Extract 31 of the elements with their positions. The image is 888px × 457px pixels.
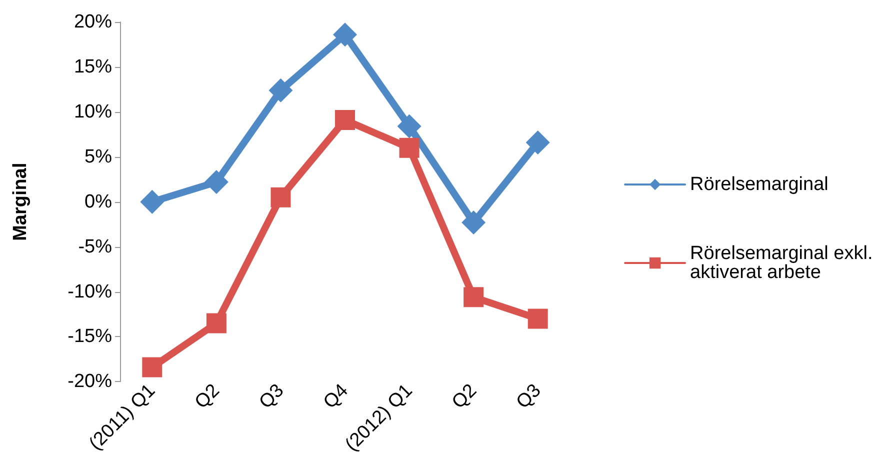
y-tick-label: 0% (84, 191, 112, 212)
point (270, 187, 291, 208)
y-tick-label: 5% (84, 146, 112, 168)
point (464, 287, 484, 308)
point (528, 308, 548, 329)
y-tick-label: -20% (68, 371, 112, 392)
legend-label: Rörelsemarginal exkl. aktiverat arbete (690, 243, 878, 283)
point (206, 313, 226, 334)
point (268, 78, 293, 102)
legend-label: Rörelsemarginal (690, 174, 828, 195)
x-tick-label: Q3 (255, 380, 288, 414)
point (397, 114, 422, 138)
point (142, 357, 162, 378)
y-axis-title: Marginal (10, 162, 31, 241)
point (399, 138, 420, 158)
y-tick-label: -5% (78, 236, 112, 258)
x-tick-label: Q4 (320, 380, 352, 414)
point (526, 130, 550, 154)
point (204, 170, 228, 194)
point (335, 110, 355, 130)
x-tick-label: Q2 (191, 380, 224, 414)
y-tick-label: -10% (68, 281, 112, 302)
point (140, 190, 164, 214)
point (333, 22, 357, 47)
point (462, 210, 486, 235)
y-tick-label: 10% (74, 101, 112, 122)
y-tick-label: -15% (68, 326, 112, 348)
x-tick-label: Q3 (512, 380, 546, 414)
y-tick-label: 20% (74, 12, 112, 32)
y-tick-label: 15% (74, 56, 112, 78)
x-tick-label: Q2 (448, 380, 481, 414)
